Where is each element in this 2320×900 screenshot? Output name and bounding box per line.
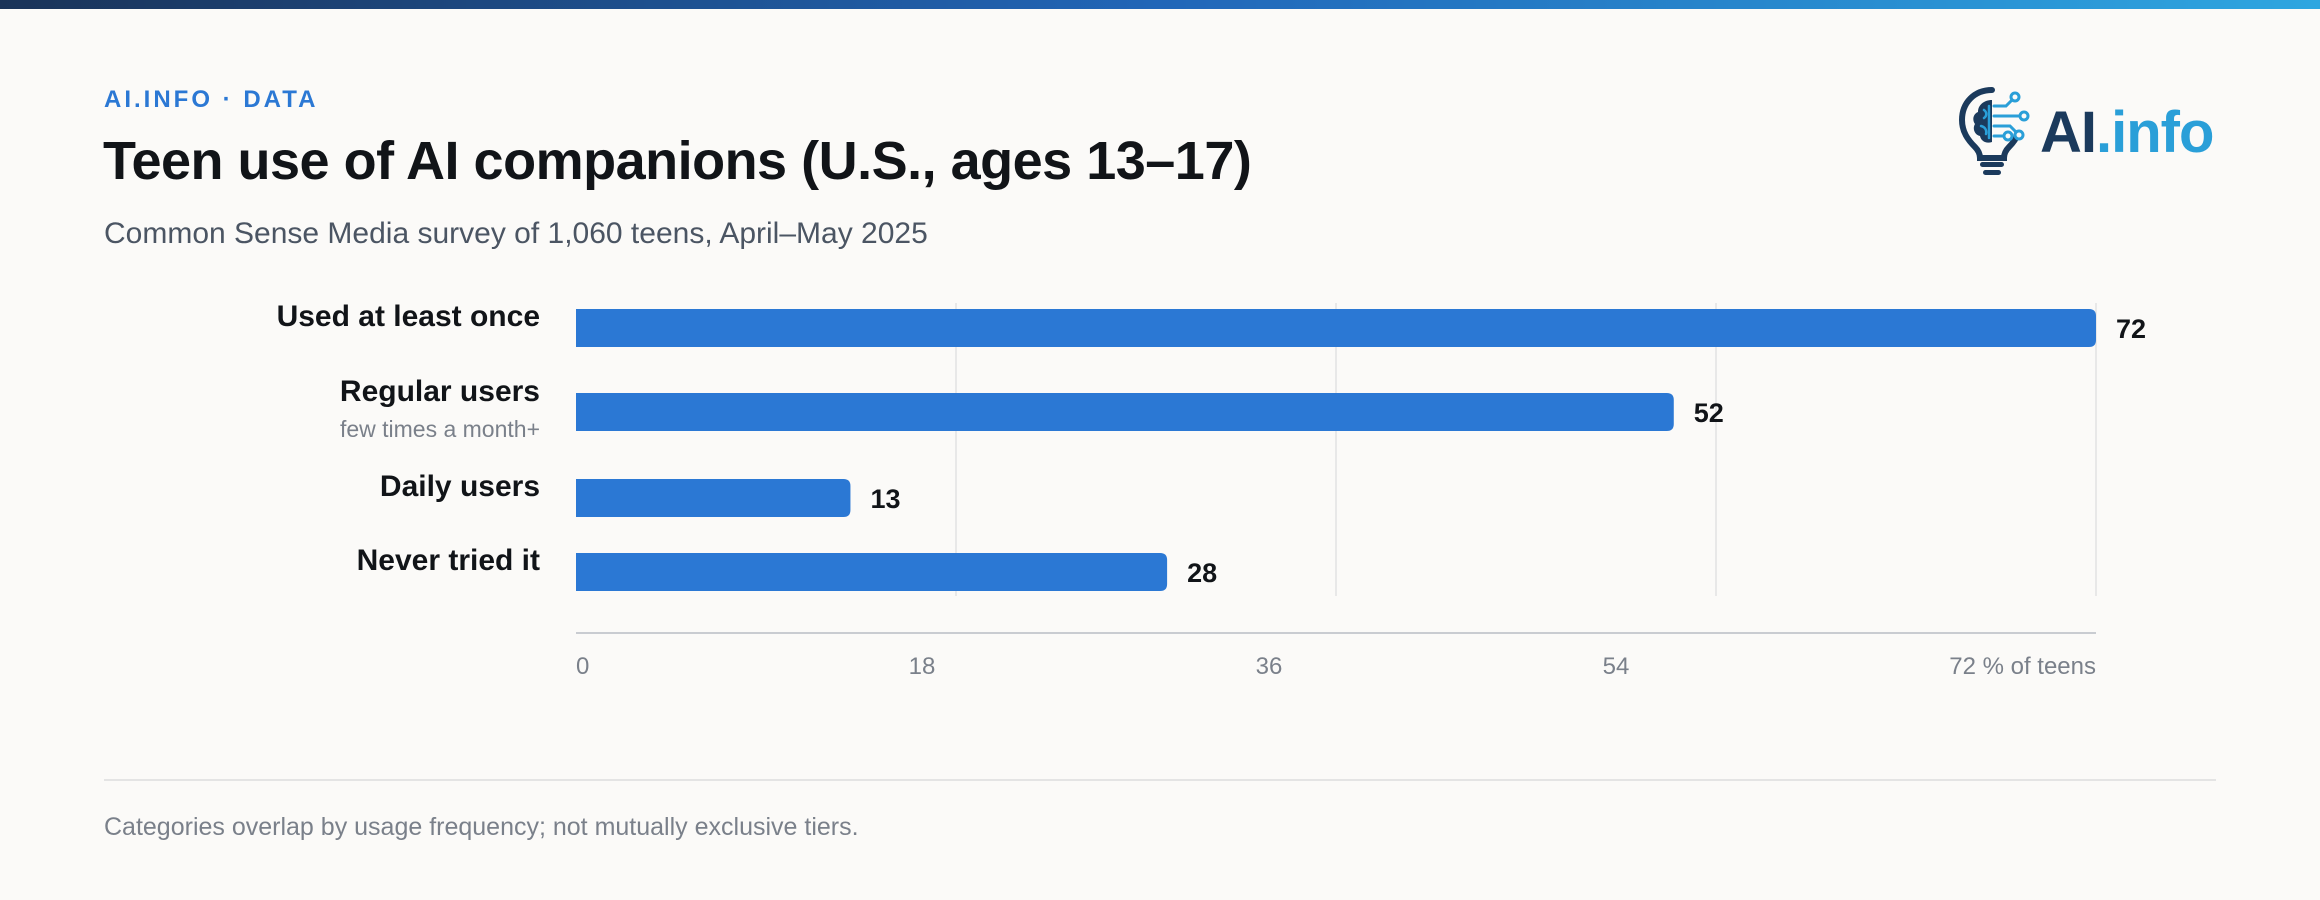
data-label: 52	[1694, 398, 1724, 428]
logo-text-ai: AI	[2040, 100, 2097, 165]
category-label: Used at least once	[277, 300, 540, 333]
x-tick-label: 36	[1256, 653, 1283, 680]
x-tick-label: 0	[576, 653, 589, 680]
footnote: Categories overlap by usage frequency; n…	[104, 813, 859, 841]
page-title: Teen use of AI companions (U.S., ages 13…	[103, 131, 1252, 191]
page-subtitle: Common Sense Media survey of 1,060 teens…	[104, 217, 928, 250]
category-label: Never tried it	[357, 544, 540, 577]
logo-text-info: .info	[2096, 100, 2214, 165]
bar	[576, 553, 1168, 591]
footer-divider	[104, 779, 2216, 781]
bar	[576, 309, 2096, 347]
kicker-label: AI.INFO · DATA	[104, 86, 319, 113]
x-tick-label: 54	[1603, 653, 1630, 680]
lightbulb-brain-icon	[1958, 87, 2030, 175]
data-label: 13	[870, 484, 900, 514]
bar	[576, 479, 851, 517]
x-tick-label: 72 % of teens	[1949, 653, 2096, 680]
category-label: Daily users	[380, 470, 540, 503]
data-label: 28	[1187, 558, 1217, 588]
logo-wordmark: AI.info	[2040, 104, 2214, 162]
accent-bar	[0, 0, 2320, 9]
x-tick-label: 18	[909, 653, 936, 680]
brand-logo: AI.info	[1958, 86, 2214, 180]
category-label: Regular users	[340, 375, 540, 408]
bar	[576, 393, 1674, 431]
data-label: 72	[2116, 314, 2146, 344]
category-sublabel: few times a month+	[340, 416, 540, 442]
